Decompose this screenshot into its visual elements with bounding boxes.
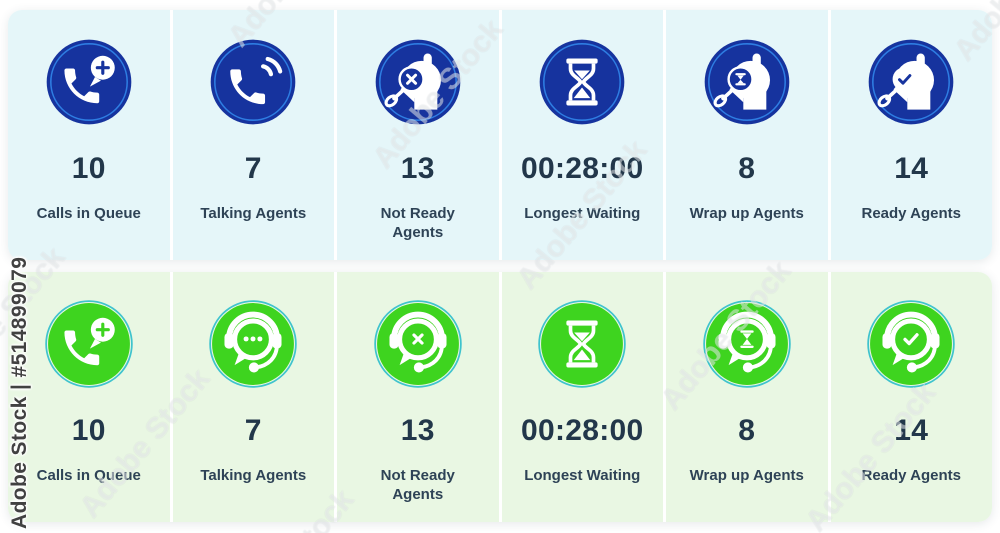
stat-value: 00:28:00 [521, 152, 644, 185]
stat-label: Calls in Queue [36, 467, 141, 484]
call-plus-icon [43, 36, 135, 128]
stat-card-not-ready-agents: 13 Not Ready Agents [337, 10, 499, 260]
stat-card-ready-agents: 14 Ready Agents [830, 272, 992, 522]
stat-label: Not Ready Agents [380, 205, 455, 241]
stat-label: Calls in Queue [36, 205, 141, 222]
stat-value: 7 [244, 152, 262, 185]
hourglass-icon [536, 36, 628, 128]
stat-label: Longest Waiting [524, 467, 641, 484]
stat-card-calls-in-queue: 10 Calls in Queue [8, 272, 170, 522]
stat-value: 13 [400, 414, 435, 447]
stat-label: Ready Agents [861, 205, 961, 222]
stat-value: 8 [738, 152, 756, 185]
stat-card-talking-agents: 7 Talking Agents [172, 272, 334, 522]
stat-card-calls-in-queue: 10 Calls in Queue [8, 10, 170, 260]
stat-card-not-ready-agents: 13 Not Ready Agents [337, 272, 499, 522]
stats-row-green: 10 Calls in Queue 7 Talking Agents [8, 272, 992, 522]
call-waves-icon [207, 36, 299, 128]
headset-bubble-hourglass-icon [701, 298, 793, 390]
stat-label: Wrap up Agents [689, 467, 804, 484]
stat-label: Wrap up Agents [689, 205, 804, 222]
stat-value: 14 [894, 414, 929, 447]
stat-label: Talking Agents [200, 205, 307, 222]
stat-value: 10 [71, 414, 106, 447]
stats-row-blue: 10 Calls in Queue 7 Talking Agents [8, 10, 992, 260]
call-plus-icon [43, 298, 135, 390]
stat-card-ready-agents: 14 Ready Agents [830, 10, 992, 260]
stat-card-talking-agents: 7 Talking Agents [172, 10, 334, 260]
stat-card-longest-waiting: 00:28:00 Longest Waiting [501, 10, 663, 260]
stat-label: Talking Agents [200, 467, 307, 484]
agent-head-x-icon [372, 36, 464, 128]
agent-head-hourglass-icon [701, 36, 793, 128]
stat-card-wrap-up-agents: 8 Wrap up Agents [666, 10, 828, 260]
stat-label: Ready Agents [861, 467, 961, 484]
stat-value: 8 [738, 414, 756, 447]
stat-label: Longest Waiting [524, 205, 641, 222]
hourglass-icon [536, 298, 628, 390]
stat-value: 14 [894, 152, 929, 185]
stat-card-longest-waiting: 00:28:00 Longest Waiting [501, 272, 663, 522]
headset-bubble-dots-icon [207, 298, 299, 390]
stat-card-wrap-up-agents: 8 Wrap up Agents [666, 272, 828, 522]
stat-value: 10 [71, 152, 106, 185]
stat-label: Not Ready Agents [380, 467, 455, 503]
stat-value: 13 [400, 152, 435, 185]
stat-value: 00:28:00 [521, 414, 644, 447]
headset-bubble-check-icon [865, 298, 957, 390]
stat-value: 7 [244, 414, 262, 447]
headset-bubble-x-icon [372, 298, 464, 390]
agent-head-check-icon [865, 36, 957, 128]
